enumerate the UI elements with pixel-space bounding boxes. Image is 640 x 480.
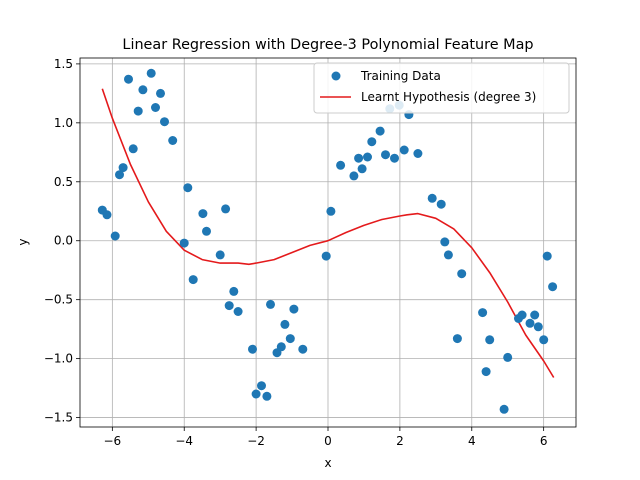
x-tick-label: 6 bbox=[540, 434, 548, 448]
training-data-point bbox=[363, 152, 372, 162]
training-data-point bbox=[478, 308, 488, 318]
training-data-point bbox=[248, 344, 257, 354]
training-data-point bbox=[357, 164, 367, 174]
training-data-point bbox=[530, 310, 540, 320]
chart-title: Linear Regression with Degree-3 Polynomi… bbox=[122, 37, 533, 53]
training-data-point bbox=[124, 74, 133, 84]
y-tick-label: −1.0 bbox=[44, 352, 73, 366]
training-data-point bbox=[118, 163, 128, 173]
training-data-point bbox=[539, 335, 549, 345]
training-data-point bbox=[436, 199, 446, 209]
training-data-point bbox=[381, 150, 390, 160]
training-data-point bbox=[321, 251, 331, 261]
training-data-point bbox=[548, 282, 558, 292]
training-data-point bbox=[326, 206, 336, 216]
x-tick-label: −6 bbox=[103, 434, 121, 448]
y-tick-label: 1.5 bbox=[54, 57, 73, 71]
y-axis-label: y bbox=[16, 238, 30, 245]
training-data-point bbox=[233, 307, 243, 316]
training-data-point bbox=[499, 404, 509, 414]
training-data-point bbox=[168, 136, 178, 145]
training-data-point bbox=[262, 391, 272, 401]
training-data-point bbox=[266, 299, 275, 309]
training-data-point bbox=[280, 319, 290, 329]
y-tick-label: 0.0 bbox=[54, 234, 73, 248]
training-data-point bbox=[298, 344, 308, 354]
training-data-point bbox=[517, 310, 527, 320]
training-data-point bbox=[525, 318, 535, 328]
hypothesis-line-group bbox=[101, 88, 555, 378]
training-data-point bbox=[349, 171, 359, 181]
x-axis-label: x bbox=[324, 456, 331, 470]
training-data-point bbox=[485, 335, 495, 345]
hypothesis-line bbox=[101, 88, 555, 378]
training-data-point bbox=[503, 352, 513, 362]
training-data-point bbox=[427, 193, 437, 203]
training-data-point bbox=[452, 334, 462, 344]
training-data-point bbox=[183, 183, 193, 193]
training-data-point bbox=[115, 170, 124, 180]
training-data-point bbox=[215, 250, 225, 260]
training-data-point bbox=[102, 210, 112, 220]
training-data-point bbox=[156, 88, 165, 98]
training-data-point bbox=[151, 103, 160, 112]
training-data-point bbox=[188, 275, 198, 285]
training-data-group bbox=[97, 68, 558, 414]
training-data-point bbox=[533, 322, 543, 332]
training-data-point bbox=[160, 117, 169, 127]
training-data-point bbox=[375, 126, 385, 136]
training-data-point bbox=[399, 145, 409, 155]
training-data-point bbox=[367, 137, 377, 147]
training-data-point bbox=[440, 237, 450, 247]
training-data-point bbox=[224, 301, 234, 311]
x-tick-label: 4 bbox=[468, 434, 476, 448]
training-data-point bbox=[110, 231, 120, 241]
legend: Training Data Learnt Hypothesis (degree … bbox=[313, 62, 570, 114]
training-data-point bbox=[221, 204, 231, 214]
y-tick-label: −0.5 bbox=[44, 293, 73, 307]
x-tick-label: 2 bbox=[396, 434, 404, 448]
ticks: −6 −4 −2 0 2 4 6 −1.5 −1.0 −0.5 0.0 0.5 1.0 1.5 bbox=[44, 57, 548, 448]
training-data-point bbox=[481, 367, 491, 377]
x-tick-label: −4 bbox=[175, 434, 193, 448]
y-tick-label: 1.0 bbox=[54, 116, 73, 130]
training-data-point bbox=[257, 381, 266, 391]
training-data-point bbox=[251, 389, 261, 399]
training-data-point bbox=[354, 153, 364, 163]
training-data-point bbox=[229, 286, 239, 296]
training-data-point bbox=[542, 251, 552, 261]
training-data-point bbox=[336, 160, 346, 170]
training-data-point bbox=[457, 269, 467, 279]
training-data-point bbox=[289, 304, 299, 314]
training-data-point bbox=[443, 250, 453, 260]
legend-label-training-data: Training Data bbox=[360, 69, 441, 83]
training-data-point bbox=[198, 209, 208, 219]
y-tick-label: −1.5 bbox=[44, 411, 73, 425]
training-data-point bbox=[390, 153, 399, 163]
training-data-point bbox=[179, 238, 189, 248]
training-data-point bbox=[138, 85, 148, 95]
training-data-point bbox=[285, 334, 295, 344]
x-tick-label: 0 bbox=[324, 434, 332, 448]
training-data-point bbox=[128, 144, 138, 154]
legend-frame bbox=[313, 62, 570, 114]
training-data-point bbox=[146, 68, 156, 78]
training-data-point bbox=[413, 149, 423, 158]
training-data-point bbox=[133, 106, 143, 116]
x-tick-label: −2 bbox=[247, 434, 265, 448]
legend-marker-training-data bbox=[331, 71, 341, 81]
training-data-point bbox=[202, 226, 211, 236]
y-tick-label: 0.5 bbox=[54, 175, 73, 189]
legend-label-hypothesis: Learnt Hypothesis (degree 3) bbox=[361, 90, 536, 104]
training-data-point bbox=[276, 342, 286, 352]
